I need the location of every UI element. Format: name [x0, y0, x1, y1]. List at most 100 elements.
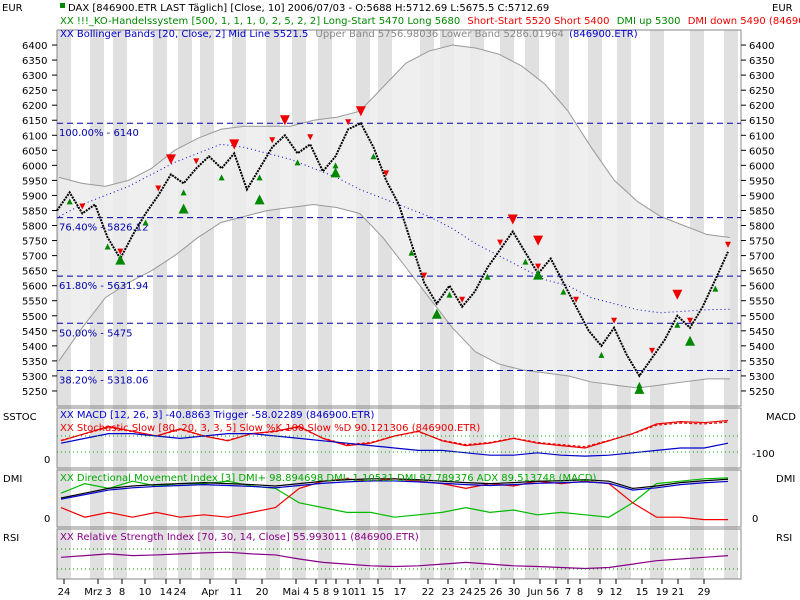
small-sell-icon: [649, 347, 656, 354]
stochastic-legend: XX Stochastic Slow [80, 20, 3, 3, 5] Slo…: [60, 423, 480, 434]
y-tick-label-left: 5650: [22, 267, 47, 278]
y-tick-label-right: 6050: [749, 146, 774, 157]
y-tick-label-right: 6300: [749, 71, 774, 82]
small-buy-icon: [218, 174, 225, 181]
y-tick-label-right: 6150: [749, 116, 774, 127]
rsi-panel-label: RSI: [3, 533, 19, 544]
y-tick-label-right: 5700: [749, 252, 774, 263]
dmi-right-label: DMI: [776, 474, 795, 485]
dmi-panel-frame: [56, 469, 742, 528]
buy-signal-icon: [115, 254, 126, 265]
y-tick-label-right: 5750: [749, 237, 774, 248]
bollinger-lower-line: [58, 203, 730, 389]
small-buy-icon: [598, 351, 605, 358]
y-tick-label-left: 6250: [22, 86, 47, 97]
x-tick-label: 21: [672, 587, 685, 598]
y-tick-label-left: 5600: [22, 282, 47, 293]
x-tick-label: 26: [490, 587, 503, 598]
y-tick-label-left: 5350: [22, 357, 47, 368]
left-unit-label: EUR: [2, 3, 23, 14]
y-tick-label-left: 5450: [22, 327, 47, 338]
small-sell-icon: [307, 134, 314, 141]
y-tick-label-left: 5500: [22, 312, 47, 323]
sell-signal-icon: [672, 289, 683, 300]
y-tick-label-right: 6200: [749, 101, 774, 112]
bollinger-mid-line: [58, 143, 731, 314]
macd-panel-label: MACD: [766, 412, 796, 423]
small-sell-icon: [497, 239, 504, 246]
small-sell-icon: [687, 317, 694, 324]
small-sell-icon: [725, 241, 731, 248]
y-tick-label-left: 5950: [22, 176, 47, 187]
shade-stripe: [200, 30, 214, 579]
y-tick-label-right: 5300: [749, 372, 774, 383]
shade-stripe: [153, 30, 167, 579]
shade-stripe: [318, 30, 332, 579]
y-tick-label-right: 5900: [749, 191, 774, 202]
buy-signal-icon: [685, 335, 696, 346]
adx-line: [60, 478, 729, 499]
y-tick-label-right: 5400: [749, 342, 774, 353]
x-tick-label: 8: [323, 587, 329, 598]
y-tick-label-right: 5350: [749, 357, 774, 368]
y-tick-label-right: 5550: [749, 297, 774, 308]
x-tick-label: Apr: [201, 587, 219, 598]
x-tick-label: 10: [342, 587, 355, 598]
x-tick-label: 8: [119, 587, 125, 598]
fib-label: 50.00% - 5475: [59, 328, 133, 339]
dmi-panel-label: DMI: [3, 474, 22, 485]
sstoc-zero-tick: 0: [44, 455, 50, 466]
small-buy-icon: [560, 288, 567, 295]
dmi-right-tick: 0: [752, 514, 758, 525]
sell-signal-icon: [507, 214, 518, 225]
x-tick-label: 8: [577, 587, 583, 598]
buy-signal-icon: [431, 308, 442, 319]
small-sell-icon: [459, 296, 466, 303]
small-buy-icon: [636, 381, 643, 388]
x-tick-label: 12: [610, 587, 623, 598]
x-axis: 24 Mrz 3 8 10 14 24 Apr 11 20 Mai 4 5 8 9 10 11 15 17 22 2…: [58, 579, 711, 598]
y-tick-label-right: 6250: [749, 86, 774, 97]
y-tick-label-right: 5600: [749, 282, 774, 293]
x-tick-label: 17: [394, 587, 407, 598]
small-buy-icon: [370, 153, 377, 160]
x-tick-label: 5: [313, 587, 319, 598]
small-sell-icon: [573, 296, 580, 303]
system-legend-dmi-up: DMI up 5300: [617, 16, 681, 27]
small-buy-icon: [66, 198, 73, 205]
y-axis: 5250 5250 5300 5300 5350 5350 5400 5400 5450 5450…: [22, 41, 774, 398]
small-buy-icon: [446, 291, 453, 298]
sell-signal-icon: [355, 106, 366, 117]
y-tick-label-left: 6350: [22, 56, 47, 67]
x-tick-label: 29: [698, 587, 711, 598]
small-buy-icon: [332, 162, 339, 169]
shade-stripe: [232, 30, 246, 579]
buy-signal-icon: [634, 383, 645, 394]
shade-stripe: [266, 30, 280, 579]
shade-stripe: [724, 30, 738, 579]
small-sell-icon: [269, 137, 276, 144]
bollinger-legend-symbol: (846900.ETR): [569, 29, 638, 40]
bollinger-bands: [58, 44, 731, 389]
sell-signal-icon: [279, 115, 290, 126]
fib-label: 38.20% - 5318.06: [59, 375, 148, 386]
y-tick-label-right: 5950: [749, 176, 774, 187]
rsi-line: [60, 551, 729, 570]
y-tick-label-left: 5850: [22, 206, 47, 217]
small-sell-icon: [155, 185, 162, 192]
x-tick-label: 30: [508, 587, 521, 598]
legend-marker-icon: [60, 3, 65, 8]
x-tick-label: 24: [58, 587, 71, 598]
right-unit-label: EUR: [772, 3, 793, 14]
bollinger-legend-mid: XX Bollinger Bands [20, Close, 2] Mid Li…: [60, 29, 308, 40]
y-tick-label-left: 6000: [22, 161, 47, 172]
shade-stripe: [178, 30, 192, 579]
y-tick-label-right: 6100: [749, 131, 774, 142]
y-tick-label-left: 6150: [22, 116, 47, 127]
dmi-line: [60, 480, 729, 500]
y-tick-label-right: 6350: [749, 56, 774, 67]
system-legend-long: XX !!!_KO-Handelssystem [500, 1, 1, 1, 0…: [60, 16, 460, 27]
small-sell-icon: [421, 272, 428, 279]
buy-signal-icon: [254, 194, 265, 205]
